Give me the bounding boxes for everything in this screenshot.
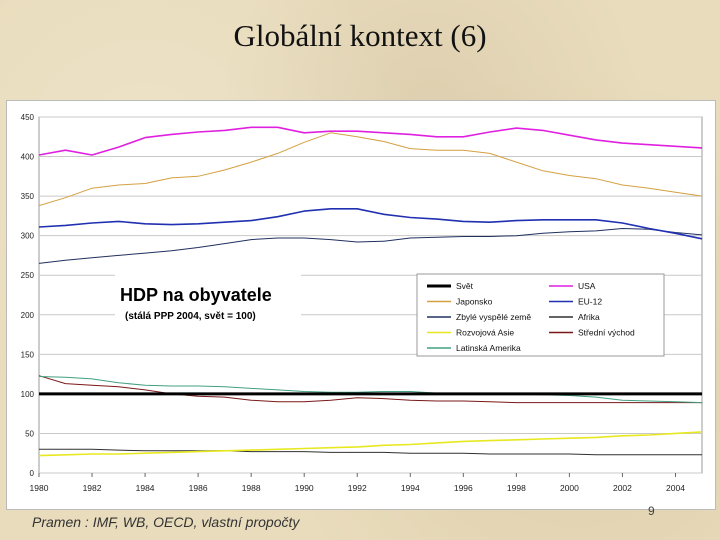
x-tick-label: 1984	[136, 483, 155, 493]
y-tick-label: 250	[21, 271, 35, 280]
line-chart: 0 50 100 150 200 250 300 350 400 450 1980 1982 1984 1…	[21, 113, 703, 493]
series-line-8	[38, 376, 703, 404]
series-line-5	[39, 448, 702, 456]
legend-label: USA	[578, 281, 596, 291]
x-tick-label: 1996	[454, 483, 473, 493]
y-tick-label: 200	[21, 311, 35, 320]
x-tick-label: 1980	[30, 483, 49, 493]
legend-label: Japonsko	[456, 297, 493, 307]
legend-label: Zbylé vyspělé země	[456, 312, 531, 322]
legend-label: Afrika	[578, 312, 600, 322]
x-tick-label: 1998	[507, 483, 526, 493]
series-line-6	[38, 431, 703, 457]
source-note: Pramen : IMF, WB, OECD, vlastní propočty	[32, 514, 300, 530]
legend-label: EU-12	[578, 297, 602, 307]
x-tick-label: 1988	[242, 483, 261, 493]
y-tick-label: 150	[21, 350, 35, 359]
y-tick-label: 350	[21, 192, 35, 201]
series-line-2	[38, 132, 703, 207]
page-number: 9	[648, 504, 655, 518]
x-tick-label: 1994	[401, 483, 420, 493]
y-tick-label: 400	[21, 153, 35, 162]
y-tick-label: 300	[21, 232, 35, 241]
x-tick-label: 1986	[189, 483, 208, 493]
legend-label: Latinská Amerika	[456, 343, 521, 353]
x-tick-label: 2000	[560, 483, 579, 493]
legend-label: Svět	[456, 281, 474, 291]
y-tick-label: 450	[21, 113, 35, 122]
series-line-7	[38, 375, 702, 404]
chart-frame: 0 50 100 150 200 250 300 350 400 450 1980 1982 1984 1…	[6, 100, 716, 510]
chart-subtitle: (stálá PPP 2004, svět = 100)	[125, 311, 256, 322]
x-tick-label: 2002	[613, 483, 632, 493]
series-line-4	[38, 228, 703, 264]
legend-box	[416, 273, 665, 357]
chart-title-box	[115, 271, 301, 325]
x-tick-label: 1990	[295, 483, 314, 493]
x-tick-label: 1992	[348, 483, 367, 493]
x-tick-label: 1982	[83, 483, 102, 493]
legend-label: Rozvojová Asie	[456, 328, 514, 338]
y-tick-label: 0	[30, 469, 35, 478]
slide-title: Globální kontext (6)	[233, 18, 487, 53]
y-tick-label: 100	[21, 390, 35, 399]
series-line-1	[38, 126, 703, 156]
chart-title: HDP na obyvatele	[120, 285, 272, 305]
y-tick-label: 50	[25, 429, 34, 438]
series-line-3	[38, 208, 703, 240]
x-tick-label: 2004	[666, 483, 685, 493]
legend-label: Střední východ	[578, 328, 635, 338]
